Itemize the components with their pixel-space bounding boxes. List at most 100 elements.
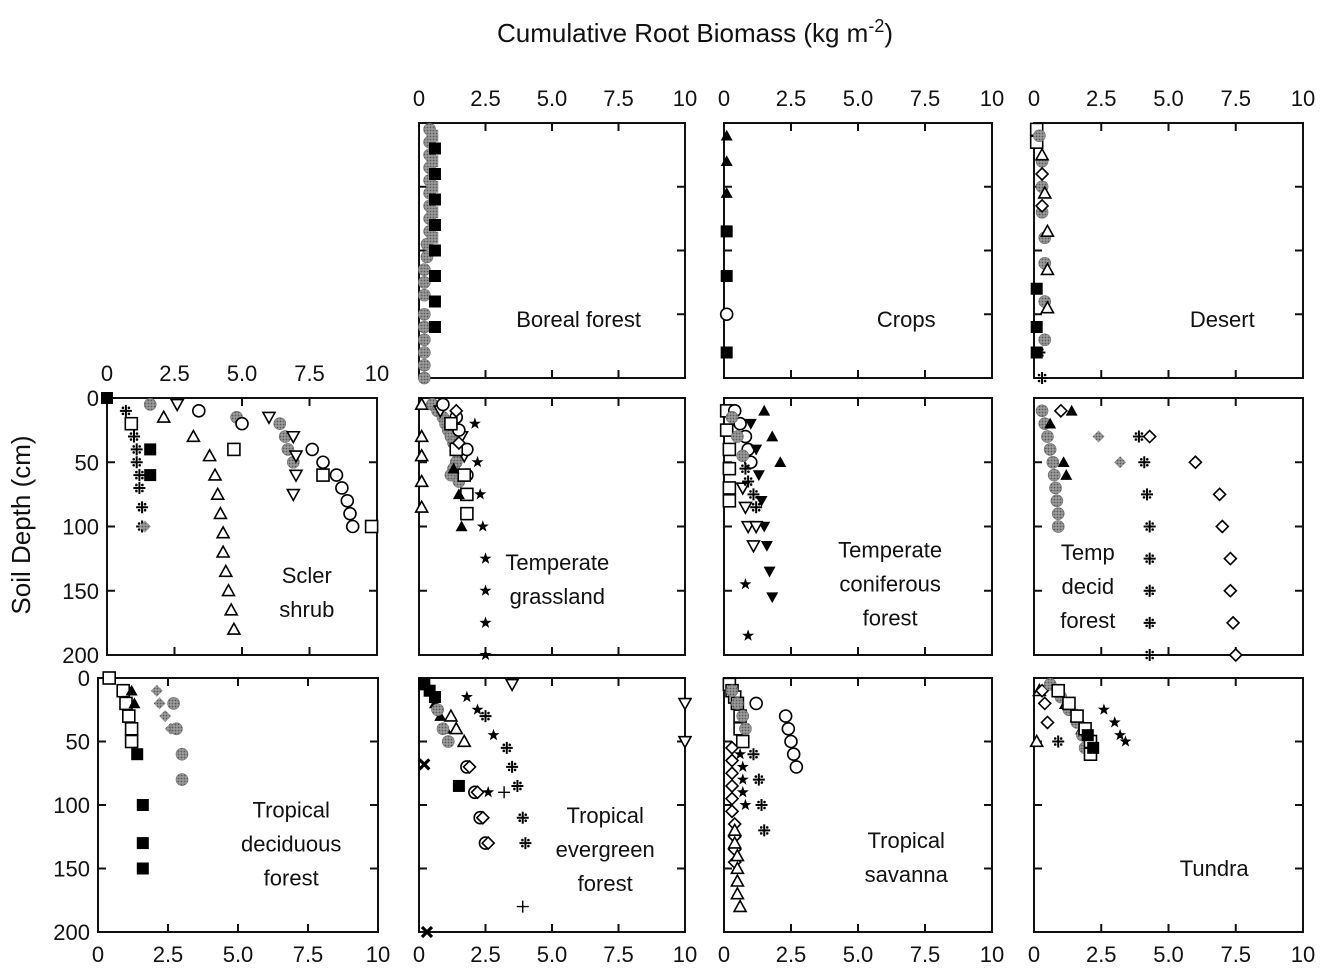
data-point-star <box>739 578 752 590</box>
data-point-plus <box>498 786 511 799</box>
data-point-triangle-down-open <box>748 520 764 535</box>
data-point-circle-gray <box>1041 430 1054 443</box>
panel-label: Desert <box>1190 307 1255 332</box>
data-point-cross <box>1143 616 1156 629</box>
data-point-circle-open <box>749 696 763 711</box>
data-point-cross <box>752 773 765 786</box>
data-point-star <box>734 747 747 760</box>
data-point-square-gray <box>426 155 439 168</box>
data-point-circle-gray <box>167 697 180 710</box>
data-point-diamond-gray <box>159 710 172 723</box>
data-point-circle-open <box>436 397 450 412</box>
data-point-cross <box>1143 520 1156 533</box>
x-tick-label: 0 <box>718 86 730 111</box>
data-point-star <box>1097 703 1110 715</box>
y-tick-label: 200 <box>62 643 99 668</box>
data-point-triangle-black <box>455 520 468 532</box>
data-point-diamond-open <box>462 759 477 775</box>
x-tick-label: 5.0 <box>1153 86 1184 111</box>
data-point-diamond-open <box>724 804 740 819</box>
data-point-circle-gray <box>418 320 431 334</box>
data-point-cross <box>519 837 532 850</box>
data-point-diamond-open <box>1053 403 1069 418</box>
data-point-circle-open <box>329 468 344 482</box>
data-point-star <box>1114 728 1127 741</box>
data-point-diamond-open <box>1228 647 1243 662</box>
data-point-square-black <box>428 244 441 257</box>
data-point-x-black <box>420 925 434 939</box>
data-point-triangle-open <box>226 621 242 635</box>
data-point-triangle-down-black <box>763 566 776 578</box>
panel-tundra: 0 2.5 5.0 7.5 10 Tundra <box>1028 677 1315 967</box>
data-point-triangle-open <box>1029 733 1045 748</box>
data-point-cross <box>136 501 149 514</box>
data-point-cross <box>742 475 755 488</box>
data-point-square-open <box>457 468 472 482</box>
data-point-square-black <box>1030 282 1043 295</box>
data-point-diamond-gray <box>1092 430 1105 443</box>
data-point-star <box>479 552 492 564</box>
panel-markers <box>101 392 379 635</box>
data-point-star <box>479 584 492 596</box>
data-point-cross <box>1143 552 1156 565</box>
data-point-triangle-down-open <box>169 398 185 413</box>
data-point-triangle-open <box>730 886 745 900</box>
panel-markers <box>1029 678 1132 762</box>
data-point-square-open <box>364 519 379 534</box>
data-point-circle-gray <box>418 358 431 372</box>
panel-frame <box>1033 122 1304 379</box>
panel-label: Tropical evergreen forest <box>556 803 655 896</box>
data-point-circle-gray <box>418 276 431 289</box>
data-point-cross <box>130 443 143 456</box>
x-tick-label: 10 <box>980 942 1004 967</box>
data-point-circle-gray <box>1049 481 1062 495</box>
data-point-diamond-open <box>1034 198 1050 214</box>
data-point-triangle-open <box>414 499 430 513</box>
data-point-square-open <box>124 734 139 749</box>
data-point-triangle-black <box>774 456 787 468</box>
y-tick-label: 100 <box>62 515 99 540</box>
data-point-triangle-down-black <box>744 418 757 430</box>
data-point-diamond-open <box>451 435 467 451</box>
panel-tconif: Temperate coniferous forest <box>719 397 993 656</box>
data-point-triangle-open <box>186 428 201 443</box>
data-point-triangle-open <box>414 428 430 443</box>
data-point-diamond-open <box>1212 487 1227 502</box>
main-title: Cumulative Root Biomass (kg m-2) <box>497 16 893 48</box>
data-point-triangle-open <box>213 506 228 520</box>
x-tick-label: 10 <box>365 361 389 386</box>
data-point-square-black <box>720 225 733 238</box>
data-point-square-open <box>124 416 139 431</box>
data-point-triangle-black <box>1060 469 1073 480</box>
data-point-circle-open <box>781 721 796 736</box>
data-point-square-black <box>1030 321 1043 333</box>
data-point-circle-open <box>719 307 734 322</box>
data-point-circle-gray <box>143 398 157 411</box>
data-point-circle-open <box>778 709 793 723</box>
data-point-circle-gray <box>273 417 287 431</box>
data-point-diamond-open <box>470 785 485 800</box>
data-point-diamond-open <box>724 753 740 768</box>
panel-frame <box>723 122 993 379</box>
data-point-circle-gray <box>418 307 431 321</box>
data-point-diamond-open <box>1225 615 1241 631</box>
data-point-triangle-down-black <box>752 470 765 482</box>
data-point-cross <box>119 404 132 417</box>
panel-markers <box>418 678 692 939</box>
data-point-triangle-open <box>443 708 459 722</box>
data-point-square-open <box>1062 696 1076 711</box>
data-point-diamond-open <box>1223 583 1238 598</box>
panel-desert: 0 2.5 5.0 7.5 10 Desert <box>1028 86 1315 384</box>
data-point-cross <box>506 760 519 773</box>
data-point-triangle-open <box>1034 147 1050 161</box>
data-point-square-black <box>428 168 441 180</box>
data-point-triangle-black <box>125 684 138 696</box>
y-tick-label: 50 <box>66 730 90 755</box>
x-tick-label: 0 <box>101 361 113 386</box>
data-point-triangle-black <box>447 462 460 474</box>
data-point-triangle-black <box>720 155 733 167</box>
data-point-circle-gray <box>731 430 744 443</box>
panel-label: Temp decid forest <box>1060 540 1115 633</box>
data-point-diamond-open <box>449 403 464 418</box>
x-tick-label: 5.0 <box>227 361 258 386</box>
